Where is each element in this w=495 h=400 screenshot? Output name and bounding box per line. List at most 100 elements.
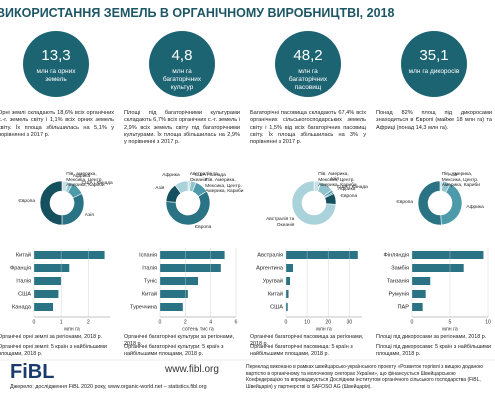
bar-label: Замбія — [391, 265, 409, 271]
donut-label: Азія — [448, 173, 458, 179]
bar-label: Китай — [142, 290, 157, 297]
bar — [34, 264, 70, 272]
bar — [412, 264, 464, 272]
bar-label: Австралія — [257, 252, 283, 258]
bar — [286, 290, 289, 298]
stat-unit: млн га багаторічних культур — [162, 68, 202, 92]
stat-unit: млн га багаторічних пасовищ — [288, 68, 328, 92]
donut-segment — [165, 190, 211, 226]
bar-label: Італія — [142, 265, 157, 271]
donut-label: Європа — [396, 199, 413, 205]
paragraph: Багаторічні пасовища складають 67,4% всі… — [250, 110, 366, 146]
donut-label: Азія — [155, 185, 165, 191]
bar-label: Китай — [268, 290, 283, 297]
x-tick-label: 1 — [60, 319, 63, 325]
stat-unit: млн га дикоросів — [408, 68, 460, 75]
caption: Органічні багаторічні культури: 5 країн … — [124, 344, 224, 357]
x-tick-label: 30 — [346, 319, 352, 325]
bar — [160, 264, 221, 272]
bar — [286, 277, 291, 285]
caption: Площі під дикоросами: 5 країн з найбільш… — [376, 344, 492, 357]
stat-value: 35,1 — [419, 47, 448, 64]
x-axis-label: млн га — [442, 326, 458, 332]
bar-label: Канада — [12, 304, 32, 310]
bar-label: США — [270, 304, 283, 310]
bar-label: Фінляндія — [383, 252, 409, 258]
source: Джерело: дослідження FiBL 2020 року, www… — [10, 384, 207, 390]
bar-label: Аргентина — [256, 265, 284, 271]
x-tick-label: 20 — [325, 319, 331, 325]
donut-segment — [61, 193, 85, 226]
bar — [160, 303, 183, 311]
caption: Площі під дикоросами за регіонами, 2018 … — [376, 334, 487, 340]
x-axis-label: млн га — [64, 326, 80, 332]
bar-label: Танзанія — [387, 278, 409, 284]
x-tick-label: 10 — [304, 319, 310, 325]
bar — [286, 303, 288, 311]
logo: FiBL — [10, 361, 55, 383]
x-tick-label: 0 — [411, 319, 414, 325]
x-tick-label: 2 — [87, 319, 90, 325]
donut-label: Пів. Америка, Мексика, Центр. Америка, К… — [205, 178, 244, 195]
donut-label: Австралія та Океанія — [189, 172, 218, 183]
donut-label: Азія — [84, 213, 94, 219]
bar — [34, 290, 59, 298]
bar-label: Італія — [16, 278, 31, 284]
donut-label: Африка — [466, 204, 484, 210]
bar-label: Іспанія — [139, 252, 157, 258]
caption: Органічні багаторічні культури за регіон… — [124, 334, 234, 347]
donut-segment — [417, 180, 442, 226]
x-tick-label: 6 — [235, 319, 238, 325]
x-tick-label: 5 — [449, 319, 452, 325]
stat-circle — [401, 31, 467, 97]
donut-label: Африка — [338, 186, 356, 192]
donut-segment — [291, 180, 337, 226]
bar — [34, 303, 53, 311]
bar-label: США — [18, 291, 31, 297]
paragraph: Площі під багаторічними культурами склад… — [124, 110, 240, 146]
paragraph: Орні землі складають 18,6% всіх органічн… — [0, 110, 114, 138]
bar-label: Туреччина — [130, 304, 158, 310]
x-tick-label: 4 — [209, 319, 212, 325]
bar-label: Уругвай — [263, 277, 283, 284]
caption: Органічні орні землі: 5 країн з найбільш… — [0, 344, 107, 357]
bar — [160, 290, 188, 298]
donut-segment — [174, 180, 189, 194]
stat-value: 13,3 — [41, 47, 70, 64]
donut-label: США і Канада — [336, 184, 368, 190]
bar-label: Туніс — [144, 278, 157, 284]
site: www.fibl.org — [165, 364, 219, 375]
donut-label: Пів. Америка, Мексика, Центр. Америка, К… — [441, 172, 480, 189]
donut-label: США і Канада — [194, 172, 226, 178]
bar — [412, 251, 484, 259]
bar-label: ПАР — [398, 304, 410, 310]
stat-circle — [149, 31, 215, 97]
paragraph: Понад 82% площ під дикоросами знаходитьс… — [376, 110, 492, 131]
x-axis-label: сотень тис га — [182, 326, 214, 332]
donut-label: Африка — [162, 173, 180, 179]
stat-value: 4,8 — [172, 47, 193, 64]
bar — [160, 277, 198, 285]
bar — [286, 251, 358, 259]
bar — [286, 264, 293, 272]
stat-unit: млн га орних земель — [36, 68, 76, 84]
x-tick-label: 0 — [285, 319, 288, 325]
bar-label: Китай — [16, 251, 31, 258]
donut-label: Азія — [329, 177, 339, 183]
donut-label: Африка — [72, 174, 91, 180]
donut-segment — [39, 180, 63, 226]
stat-circle — [275, 31, 341, 97]
bar — [412, 277, 431, 285]
caption: Органічні багаторічні пасовища за регіон… — [250, 334, 364, 347]
bar — [412, 290, 426, 298]
caption: Органічні орні землі за регіонами, 2018 … — [0, 334, 103, 340]
donut-label: США і Канада — [81, 180, 113, 186]
donut-label: Пів. Америка, Мексика, Центр. Америка, К… — [318, 172, 357, 189]
stat-value: 48,2 — [293, 47, 322, 64]
bar — [160, 251, 225, 259]
bar — [412, 303, 423, 311]
bar — [34, 277, 62, 285]
donut-label: Європа — [18, 199, 35, 204]
